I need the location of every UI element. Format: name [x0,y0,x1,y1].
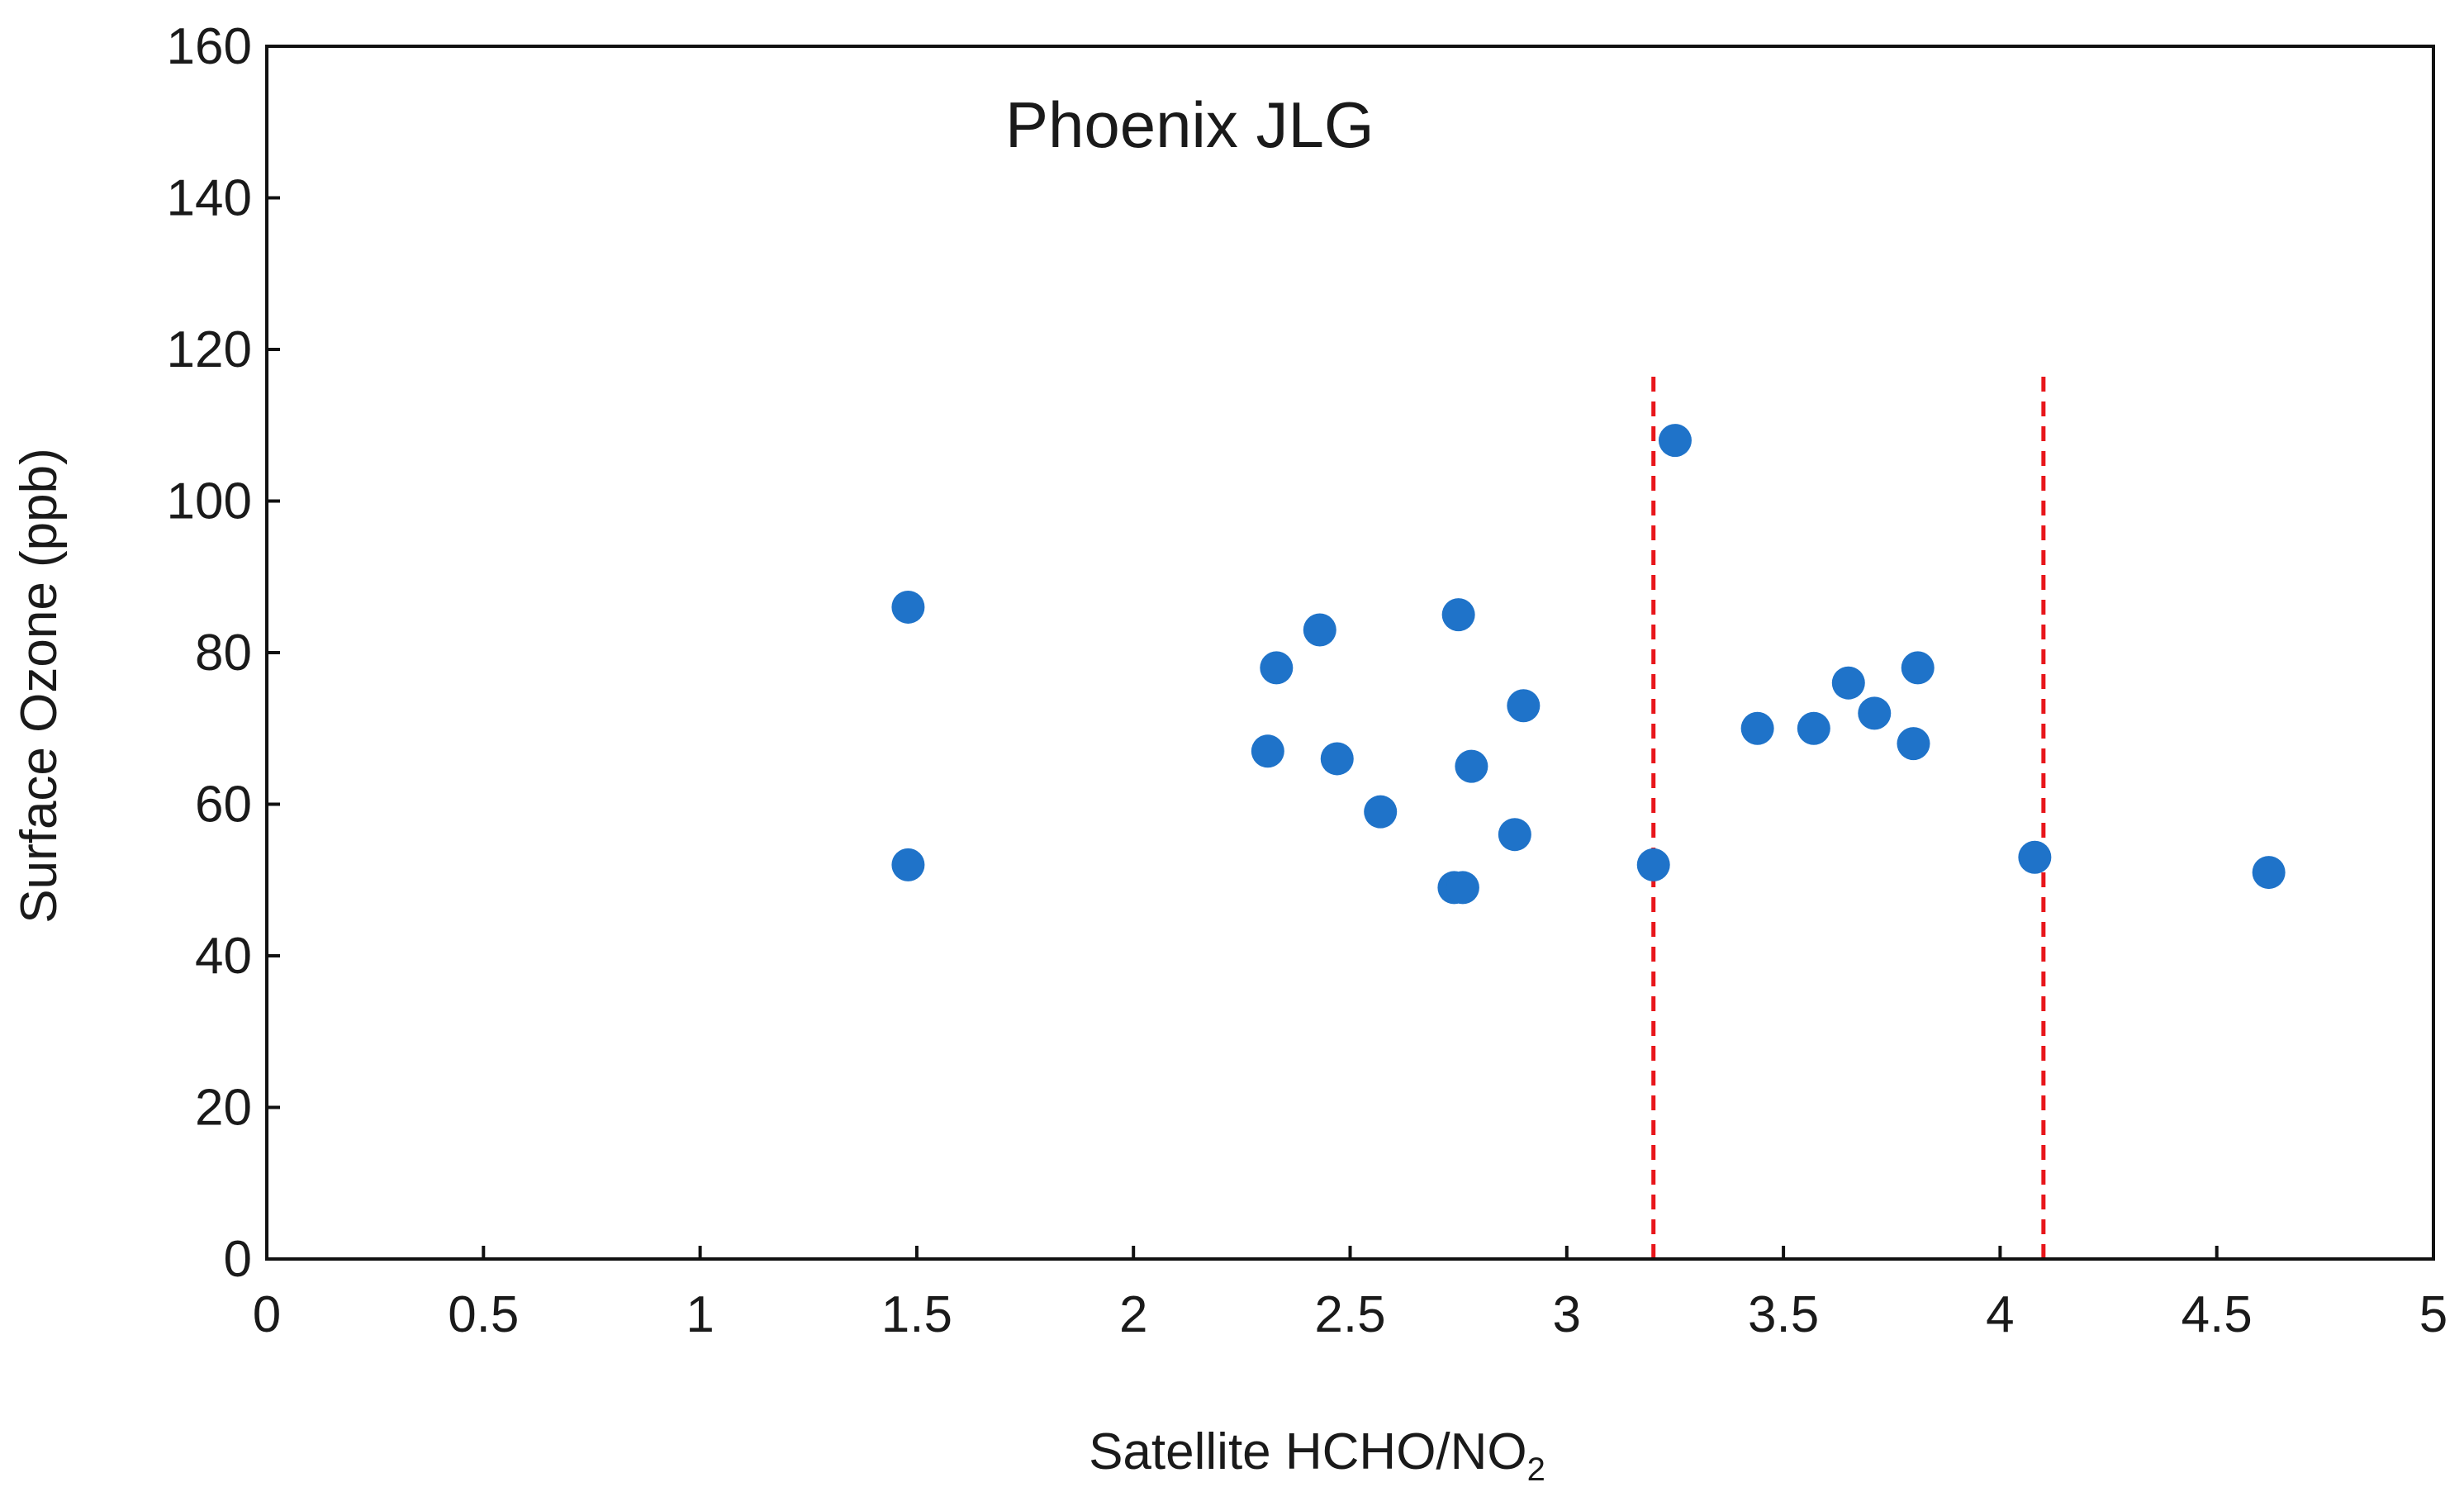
data-point [891,590,925,624]
x-tick-label: 0 [253,1286,281,1343]
x-tick-label: 2.5 [1314,1286,1385,1343]
x-tick-label: 0.5 [448,1286,519,1343]
y-tick-label: 20 [195,1080,252,1137]
y-tick-label: 100 [167,473,252,530]
x-axis-ticks: 0 0.5 1 1.5 2 2.5 3 3.5 4 4.5 5 [253,1246,2447,1343]
data-point [2252,856,2286,890]
x-tick-label: 4 [1986,1286,2014,1343]
data-point [1320,742,1354,776]
y-tick-label: 120 [167,321,252,378]
data-point [1901,651,1935,685]
x-tick-label: 2 [1119,1286,1147,1343]
x-tick-label: 4.5 [2182,1286,2253,1343]
data-point [1251,734,1284,768]
x-tick-label: 1.5 [881,1286,952,1343]
data-point [1446,871,1479,905]
x-axis-title-main: Satellite HCHO/NO [1089,1423,1527,1480]
data-point [1455,749,1488,783]
x-tick-label: 3.5 [1748,1286,1819,1343]
y-tick-label: 160 [167,18,252,75]
y-axis-ticks: 0 20 40 60 80 100 120 140 160 [167,18,280,1288]
data-point [1858,696,1892,730]
data-point [1303,613,1336,647]
x-tick-label: 5 [2419,1286,2447,1343]
data-points [891,424,2286,905]
y-tick-label: 40 [195,928,252,985]
data-point [1507,689,1541,723]
data-point [1636,848,1670,881]
data-point [1441,598,1475,632]
y-tick-label: 140 [167,170,252,227]
data-point [1740,711,1774,745]
y-tick-label: 0 [224,1231,252,1288]
x-axis-title: Satellite HCHO/NO2 [1089,1423,1545,1488]
y-tick-label: 60 [195,777,252,834]
data-point [1831,666,1865,700]
data-point [1897,727,1930,761]
data-point [1364,795,1398,829]
chart-title: Phoenix JLG [1005,88,1374,161]
data-point [2018,840,2052,874]
data-point [1797,711,1830,745]
data-point [1498,818,1531,852]
y-tick-label: 80 [195,625,252,682]
data-point [1658,424,1692,458]
x-axis-title-subscript: 2 [1527,1451,1545,1488]
x-tick-label: 1 [686,1286,714,1343]
data-point [891,848,925,881]
y-axis-title: Surface Ozone (ppb) [11,448,68,924]
x-tick-label: 3 [1553,1286,1581,1343]
data-point [1260,651,1294,685]
